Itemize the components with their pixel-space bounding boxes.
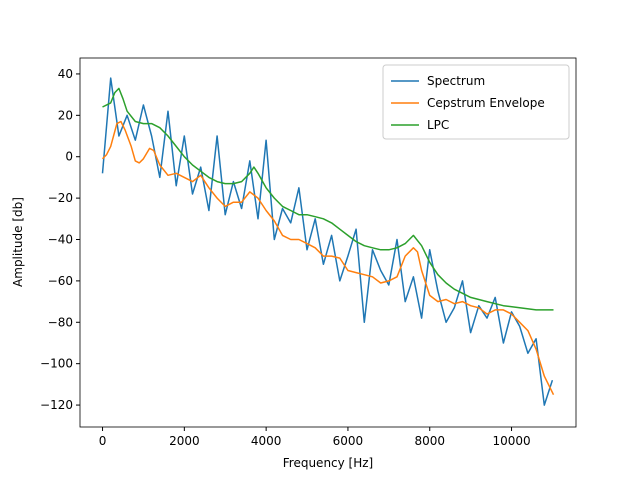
x-tick-label: 6000 [333,434,364,448]
plot-frame [79,57,577,428]
legend-label: Cepstrum Envelope [427,96,545,110]
series-line [101,120,555,396]
x-tick-label: 0 [99,434,107,448]
y-tick-label: −120 [40,398,73,412]
y-tick-label: 0 [65,150,73,164]
series-line [102,87,554,311]
y-tick-label: −80 [48,315,73,329]
series-line [101,77,554,406]
legend-label: Spectrum [427,74,485,88]
y-tick-label: 40 [58,67,73,81]
x-tick-label: 4000 [251,434,282,448]
y-tick-label: −100 [40,357,73,371]
y-axis-label: Amplitude [db] [11,197,25,287]
x-axis-label: Frequency [Hz] [283,456,374,470]
y-tick-label: 20 [58,108,73,122]
legend-box [382,64,570,140]
legend-label: LPC [427,118,449,132]
y-tick-label: −40 [48,232,73,246]
x-tick-label: 2000 [169,434,200,448]
x-tick-label: 10000 [492,434,530,448]
y-tick-label: −20 [48,191,73,205]
x-tick-label: 8000 [414,434,445,448]
y-tick-label: −60 [48,274,73,288]
